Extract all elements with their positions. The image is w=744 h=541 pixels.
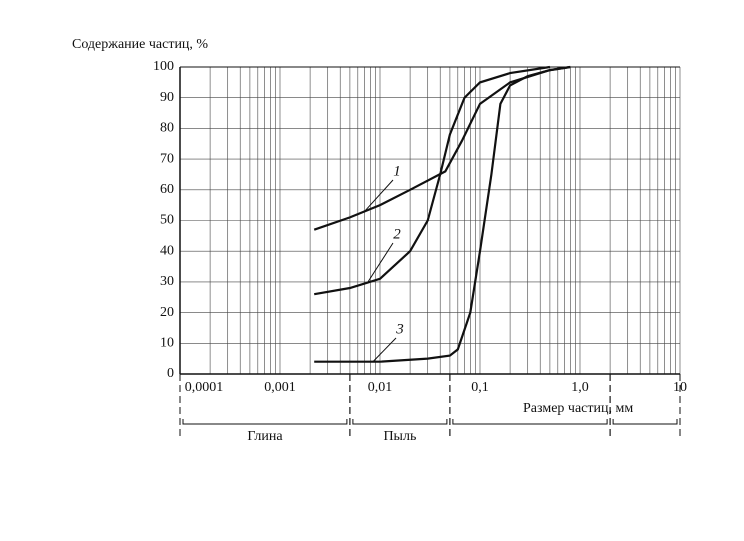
leader-line: [364, 179, 394, 212]
y-tick-label: 80: [160, 121, 174, 136]
leader-line: [367, 242, 394, 283]
x-tick-label: 0,001: [264, 380, 296, 395]
y-tick-label: 40: [160, 243, 174, 258]
x-tick-label: 0,0001: [185, 380, 224, 395]
y-tick-label: 20: [160, 305, 174, 320]
y-tick-label: 0: [167, 366, 174, 381]
y-tick-label: 100: [153, 59, 174, 74]
x-tick-label: 1,0: [571, 380, 589, 395]
curve-label: 1: [393, 163, 401, 179]
y-tick-label: 50: [160, 213, 174, 228]
zone-brace: [452, 419, 608, 425]
x-axis-label: Размер частиц, мм: [523, 401, 633, 416]
leader-line: [372, 337, 397, 363]
curve: [313, 65, 571, 231]
y-tick-label: 90: [160, 90, 174, 105]
y-tick-label: 70: [160, 151, 174, 166]
y-axis-label: Содержание частиц, %: [72, 37, 208, 52]
curve: [314, 65, 571, 363]
zone-brace: [352, 419, 448, 425]
zone-label: Пыль: [383, 429, 416, 444]
y-tick-label: 60: [160, 182, 174, 197]
curve-label: 2: [393, 226, 401, 242]
y-tick-label: 30: [160, 274, 174, 289]
y-tick-label: 10: [160, 336, 174, 351]
x-tick-label: 0,1: [471, 380, 489, 395]
zone-label: Глина: [247, 429, 283, 444]
curve: [314, 65, 551, 296]
zone-brace: [612, 419, 678, 425]
curve-label: 3: [395, 321, 404, 337]
zone-brace: [182, 419, 348, 425]
x-tick-label: 0,01: [368, 380, 393, 395]
